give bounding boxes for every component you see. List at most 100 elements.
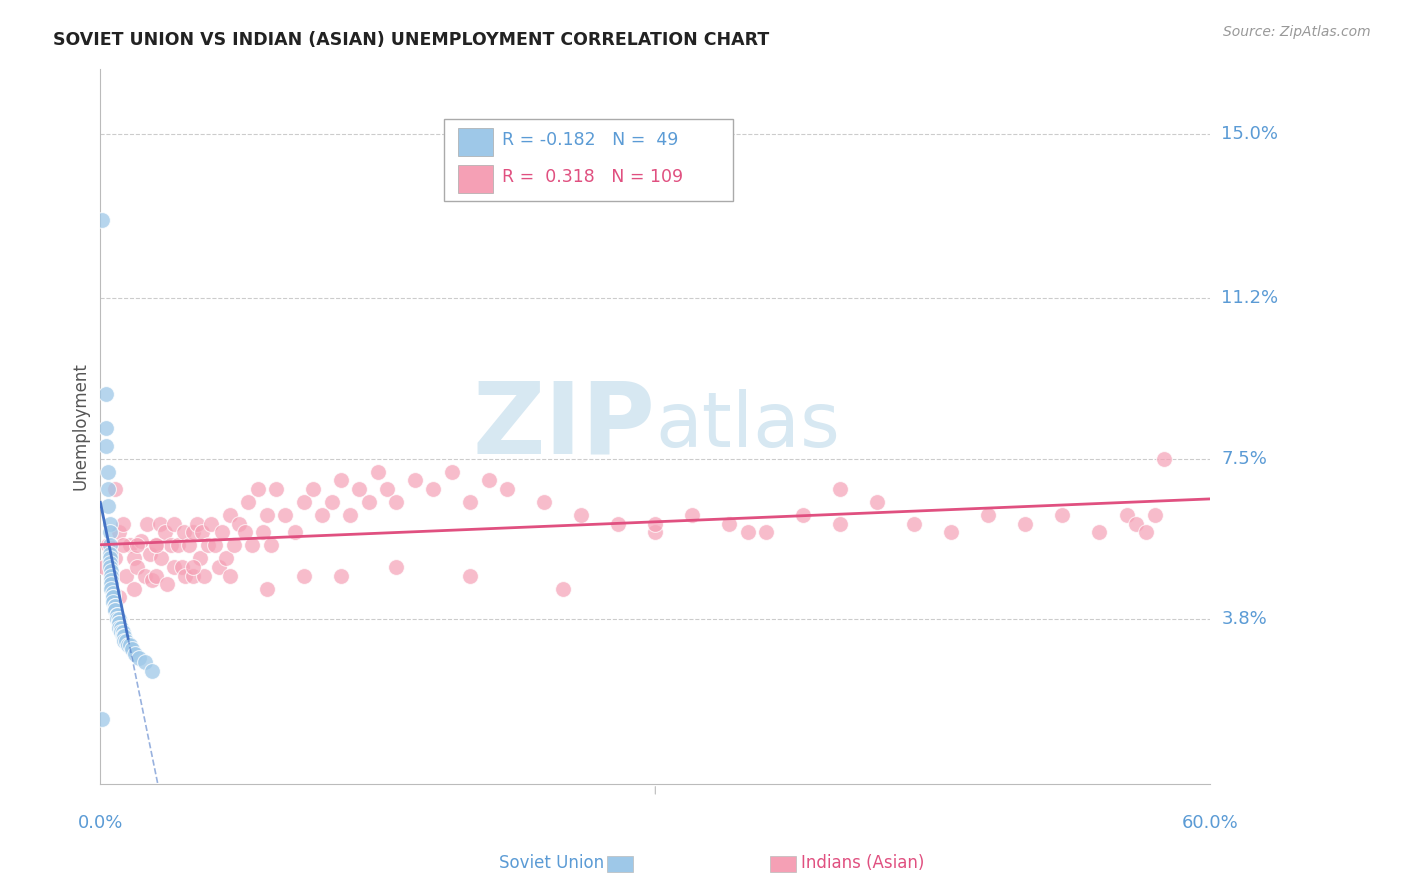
Point (1125, 516, 1147, 531)
Point (148, 516, 170, 531)
Point (329, 474, 352, 488)
Text: atlas: atlas (655, 389, 841, 463)
Point (357, 495, 380, 509)
FancyBboxPatch shape (444, 119, 733, 201)
Point (105, 607, 128, 622)
Point (163, 516, 186, 531)
Point (128, 651, 150, 665)
Text: 3.8%: 3.8% (1222, 610, 1267, 628)
Text: 7.5%: 7.5% (1222, 450, 1267, 467)
Point (134, 568, 156, 582)
Point (1014, 516, 1036, 531)
Point (792, 508, 814, 522)
Point (204, 538, 226, 552)
Point (233, 525, 256, 540)
Point (111, 516, 134, 531)
Point (256, 582, 278, 596)
Point (141, 573, 163, 587)
Point (104, 551, 127, 566)
Point (122, 582, 145, 596)
Point (100, 582, 122, 596)
Point (422, 482, 444, 496)
Point (108, 616, 131, 631)
Point (104, 482, 127, 496)
Point (127, 560, 149, 574)
Text: SOVIET UNION VS INDIAN (ASIAN) UNEMPLOYMENT CORRELATION CHART: SOVIET UNION VS INDIAN (ASIAN) UNEMPLOYM… (53, 31, 769, 49)
Point (211, 525, 233, 540)
Point (103, 595, 125, 609)
Point (1088, 525, 1111, 540)
Point (124, 647, 146, 661)
Point (111, 630, 134, 644)
Point (755, 525, 778, 540)
Point (104, 603, 127, 617)
Point (163, 560, 186, 574)
Point (259, 538, 281, 552)
Point (108, 591, 131, 605)
Text: Indians (Asian): Indians (Asian) (801, 855, 925, 872)
Point (110, 621, 132, 635)
Point (718, 516, 741, 531)
Point (200, 516, 222, 531)
Text: R =  0.318   N = 109: R = 0.318 N = 109 (502, 168, 683, 186)
Point (292, 495, 315, 509)
Point (91, 712, 114, 726)
Point (100, 577, 122, 591)
Point (103, 591, 125, 605)
Point (222, 538, 245, 552)
Point (104, 599, 127, 613)
Point (121, 642, 143, 657)
Point (1052, 508, 1074, 522)
Point (830, 516, 852, 531)
Point (460, 495, 482, 509)
Point (159, 538, 181, 552)
Point (977, 508, 1000, 522)
Point (681, 508, 703, 522)
Point (127, 538, 149, 552)
Point (94, 439, 117, 453)
Point (105, 607, 128, 622)
Point (644, 516, 666, 531)
Point (375, 482, 398, 496)
Point (98, 556, 121, 570)
Point (97, 500, 120, 514)
Point (98, 547, 121, 561)
Point (167, 538, 190, 552)
Point (153, 525, 176, 540)
FancyBboxPatch shape (458, 165, 494, 193)
Point (156, 577, 179, 591)
Point (100, 568, 122, 582)
FancyBboxPatch shape (458, 128, 494, 155)
Point (129, 534, 152, 549)
Point (385, 560, 408, 574)
Point (644, 525, 666, 540)
Point (215, 551, 238, 566)
Point (139, 547, 162, 561)
Point (252, 525, 274, 540)
Point (737, 525, 759, 540)
Point (830, 482, 852, 496)
Point (110, 625, 132, 640)
Point (108, 612, 131, 626)
Point (104, 599, 127, 613)
Point (94, 421, 117, 435)
Point (181, 525, 204, 540)
Point (238, 495, 260, 509)
Point (866, 495, 889, 509)
Point (240, 538, 263, 552)
Point (174, 568, 197, 582)
Point (385, 495, 408, 509)
Point (105, 612, 128, 626)
Point (97, 538, 120, 552)
Point (91, 213, 114, 227)
Point (181, 560, 204, 574)
Text: Source: ZipAtlas.com: Source: ZipAtlas.com (1223, 25, 1371, 39)
Point (98, 538, 121, 552)
Point (292, 568, 315, 582)
Point (228, 516, 250, 531)
Point (98, 516, 121, 531)
Point (256, 508, 278, 522)
Point (284, 525, 307, 540)
Text: R = -0.182   N =  49: R = -0.182 N = 49 (502, 131, 679, 149)
Point (404, 474, 426, 488)
